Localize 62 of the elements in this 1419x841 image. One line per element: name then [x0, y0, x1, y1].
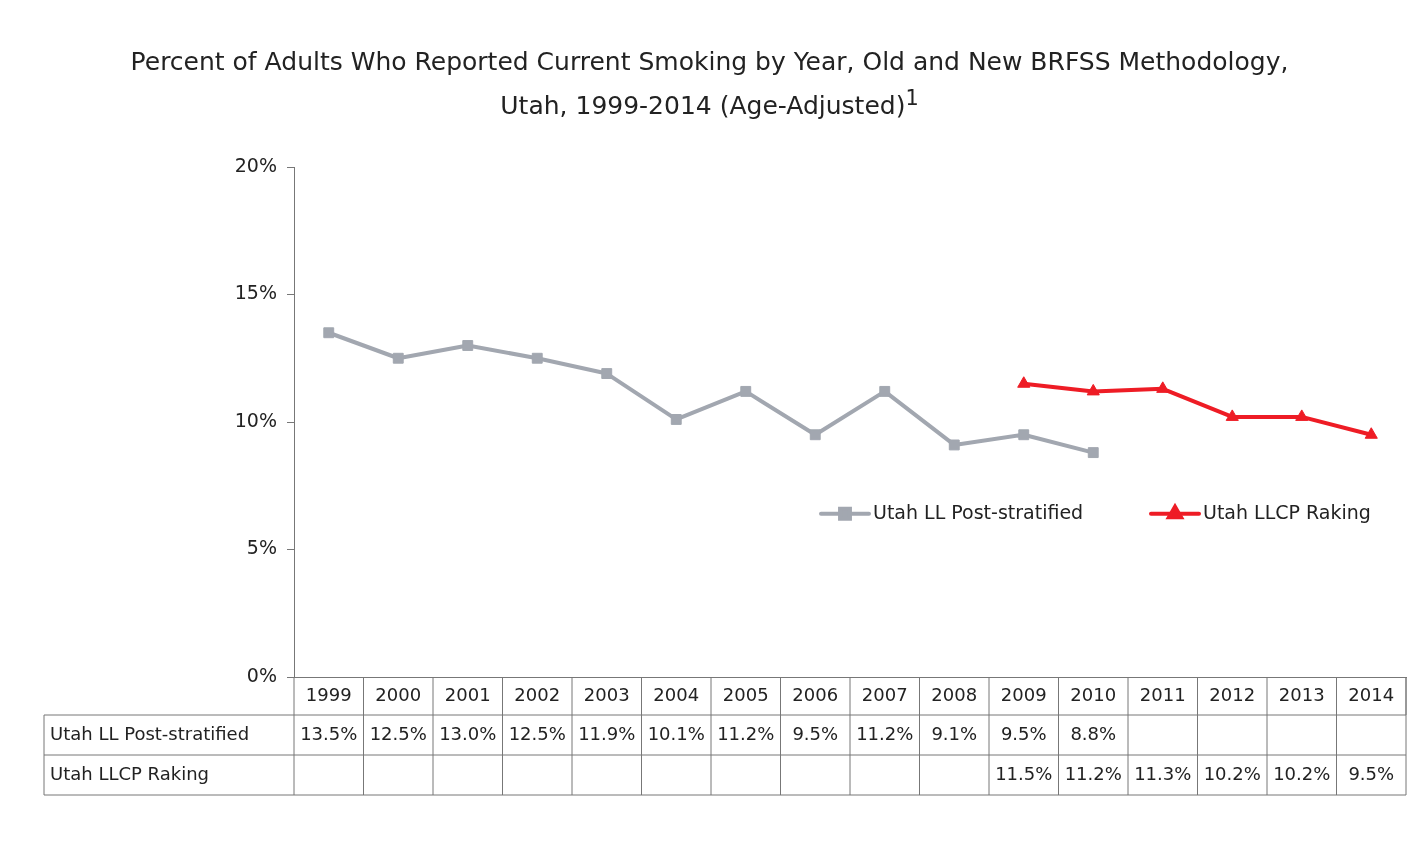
point	[392, 352, 404, 364]
y-tick-label: 10%	[234, 408, 277, 431]
data-label: 12.5%	[508, 722, 566, 744]
point	[531, 352, 543, 364]
point	[740, 385, 752, 397]
data-label: 11.2%	[717, 722, 775, 744]
point	[462, 340, 474, 351]
x-tick-label: 2004	[653, 684, 700, 706]
y-tick-label: 15%	[234, 281, 277, 304]
x-tick-label: 2003	[583, 684, 630, 706]
point	[879, 385, 891, 397]
point	[1156, 381, 1170, 393]
legend-label: Utah LL Post-stratified	[873, 500, 1084, 523]
legend-label: Utah LLCP Raking	[1203, 500, 1371, 523]
point	[1086, 383, 1100, 396]
data-label: 8.8%	[1070, 722, 1117, 744]
data-label: 10.2%	[1203, 762, 1261, 784]
data-label: 9.5%	[1348, 762, 1395, 784]
point	[601, 368, 613, 379]
data-label: 10.1%	[647, 722, 705, 744]
data-label: 12.5%	[369, 722, 427, 744]
y-tick-label: 20%	[234, 153, 277, 176]
x-tick-label: 2002	[514, 684, 561, 706]
x-tick-label: 2006	[792, 684, 839, 706]
y-tick-label: 5%	[246, 536, 277, 559]
point	[948, 439, 960, 451]
point	[1295, 409, 1309, 421]
data-label: 10.2%	[1273, 762, 1331, 784]
data-label: 11.9%	[578, 722, 636, 744]
point	[323, 327, 335, 339]
data-label: 11.5%	[995, 762, 1053, 784]
data-label: 11.2%	[1064, 762, 1122, 784]
point	[1225, 409, 1239, 421]
x-tick-label: 2014	[1348, 684, 1395, 706]
point	[809, 429, 821, 441]
data-label: 11.2%	[856, 722, 914, 744]
x-tick-label: 2000	[375, 684, 422, 706]
chart-title: Percent of Adults Who Reported Current Smoking by Year, Old and New BRFSS Methodology, Utah, 1999-2014 (Age-Adjusted)$^{1}$	[129, 46, 1290, 123]
x-tick-label: 2007	[861, 684, 908, 706]
data-label: 9.5%	[792, 722, 839, 744]
x-tick-label: 2009	[1000, 684, 1047, 706]
x-tick-label: 1999	[305, 684, 352, 706]
y-tick-label: 0%	[246, 663, 277, 686]
point	[1087, 447, 1099, 459]
x-tick-label: 2001	[444, 684, 491, 706]
data-label: 13.0%	[439, 722, 497, 744]
x-tick-label: 2010	[1070, 684, 1117, 706]
point	[1364, 427, 1378, 439]
x-tick-label: 2011	[1139, 684, 1186, 706]
x-tick-label: 2005	[722, 684, 769, 706]
x-tick-label: 2013	[1278, 684, 1325, 706]
data-label: 9.1%	[931, 722, 978, 744]
text: Utah LLCP Raking	[50, 762, 209, 784]
point	[1017, 376, 1031, 388]
text: Utah LL Post-stratified	[50, 722, 250, 744]
point	[1018, 429, 1030, 441]
x-tick-label: 2012	[1209, 684, 1256, 706]
data-label: 13.5%	[300, 722, 358, 744]
data-label: 11.3%	[1134, 762, 1192, 784]
data-label: 9.5%	[1000, 722, 1047, 744]
point	[670, 414, 682, 425]
x-tick-label: 2008	[931, 684, 978, 706]
